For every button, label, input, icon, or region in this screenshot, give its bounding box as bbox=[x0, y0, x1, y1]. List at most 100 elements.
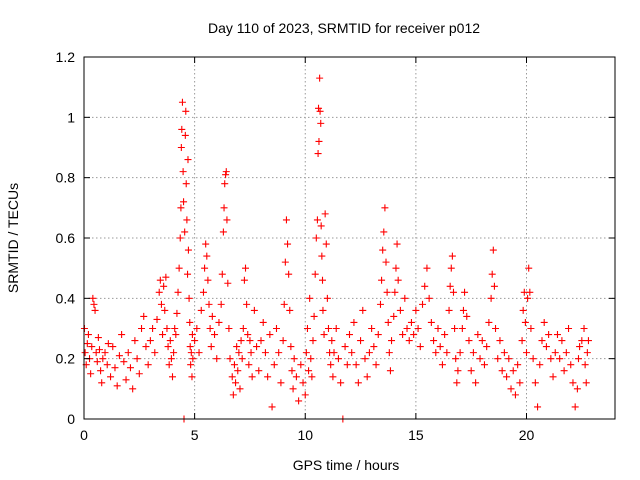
data-point bbox=[259, 318, 267, 326]
data-point bbox=[174, 288, 182, 296]
data-point bbox=[534, 403, 542, 411]
data-point bbox=[201, 264, 209, 272]
data-point bbox=[332, 325, 340, 332]
data-point bbox=[357, 337, 365, 345]
data-point bbox=[419, 300, 427, 308]
data-point bbox=[93, 358, 101, 366]
data-point bbox=[111, 364, 119, 372]
data-point bbox=[175, 264, 183, 272]
data-point bbox=[124, 349, 132, 357]
data-point bbox=[107, 373, 115, 381]
data-point bbox=[101, 349, 109, 357]
data-point bbox=[571, 403, 579, 411]
data-point bbox=[318, 252, 326, 260]
data-point bbox=[526, 288, 534, 296]
data-point bbox=[441, 331, 449, 339]
data-point bbox=[113, 382, 121, 390]
data-point bbox=[372, 361, 380, 369]
data-point bbox=[167, 355, 175, 363]
x-tick-label: 15 bbox=[408, 427, 424, 443]
data-point bbox=[120, 358, 128, 366]
data-point bbox=[155, 288, 163, 296]
data-points bbox=[80, 74, 592, 423]
data-point bbox=[330, 349, 338, 357]
data-point bbox=[229, 391, 237, 399]
data-point bbox=[438, 361, 446, 369]
data-point bbox=[176, 234, 184, 242]
data-point bbox=[206, 325, 214, 332]
data-point bbox=[173, 309, 181, 317]
data-point bbox=[223, 216, 231, 224]
data-point bbox=[407, 318, 415, 326]
y-tick-label: 1.2 bbox=[56, 49, 76, 65]
data-point bbox=[582, 379, 590, 387]
data-point bbox=[188, 373, 196, 381]
data-point bbox=[253, 343, 261, 351]
data-point bbox=[237, 337, 245, 345]
data-point bbox=[514, 361, 522, 369]
data-point bbox=[503, 373, 511, 381]
data-point bbox=[129, 385, 137, 393]
data-point bbox=[140, 312, 148, 320]
data-point bbox=[311, 270, 319, 278]
data-point bbox=[178, 125, 186, 133]
data-point bbox=[319, 306, 327, 314]
data-point bbox=[226, 355, 234, 363]
data-point bbox=[379, 246, 387, 254]
data-point bbox=[410, 331, 418, 339]
data-point bbox=[500, 349, 508, 357]
data-point bbox=[144, 361, 152, 369]
data-point bbox=[217, 300, 225, 308]
chart-title: Day 110 of 2023, SRMTID for receiver p01… bbox=[208, 20, 480, 36]
data-point bbox=[95, 346, 103, 354]
data-point bbox=[257, 337, 265, 345]
data-point bbox=[524, 294, 532, 302]
data-point bbox=[354, 379, 362, 387]
data-point bbox=[447, 264, 455, 272]
data-point bbox=[161, 306, 169, 314]
data-point bbox=[165, 361, 173, 369]
data-point bbox=[529, 355, 537, 363]
data-point bbox=[421, 282, 429, 290]
data-point bbox=[527, 325, 535, 332]
data-point bbox=[452, 355, 460, 363]
data-point bbox=[289, 385, 297, 393]
x-tick-label: 5 bbox=[191, 427, 199, 443]
y-tick-label: 1 bbox=[67, 109, 75, 125]
data-point bbox=[451, 325, 459, 332]
y-tick-labels: 0 0.2 0.4 0.6 0.8 1 1.2 bbox=[56, 49, 76, 427]
data-point bbox=[218, 270, 226, 278]
data-point bbox=[232, 379, 240, 387]
data-point bbox=[392, 264, 400, 272]
data-point bbox=[518, 337, 526, 345]
data-point bbox=[496, 337, 504, 345]
data-point bbox=[186, 318, 194, 326]
data-point bbox=[489, 246, 497, 254]
data-point bbox=[225, 325, 233, 332]
data-point bbox=[178, 98, 186, 106]
data-point bbox=[290, 355, 298, 363]
data-point bbox=[453, 379, 461, 387]
data-point bbox=[382, 258, 390, 266]
data-point bbox=[138, 325, 146, 332]
data-point bbox=[248, 373, 256, 381]
data-point bbox=[228, 373, 236, 381]
data-point bbox=[282, 216, 290, 224]
data-point bbox=[177, 204, 185, 212]
data-point bbox=[359, 306, 367, 314]
data-point bbox=[584, 337, 592, 345]
data-point bbox=[89, 294, 97, 302]
data-point bbox=[279, 337, 287, 345]
data-point bbox=[316, 107, 324, 115]
data-point bbox=[242, 264, 250, 272]
data-point bbox=[179, 168, 187, 176]
data-point bbox=[292, 373, 300, 381]
data-point bbox=[250, 306, 258, 314]
data-point bbox=[560, 367, 568, 375]
data-point bbox=[542, 343, 550, 351]
data-point bbox=[131, 337, 139, 345]
data-point bbox=[83, 340, 91, 348]
y-tick-label: 0 bbox=[67, 411, 75, 427]
data-point bbox=[531, 379, 539, 387]
data-point bbox=[399, 331, 407, 339]
